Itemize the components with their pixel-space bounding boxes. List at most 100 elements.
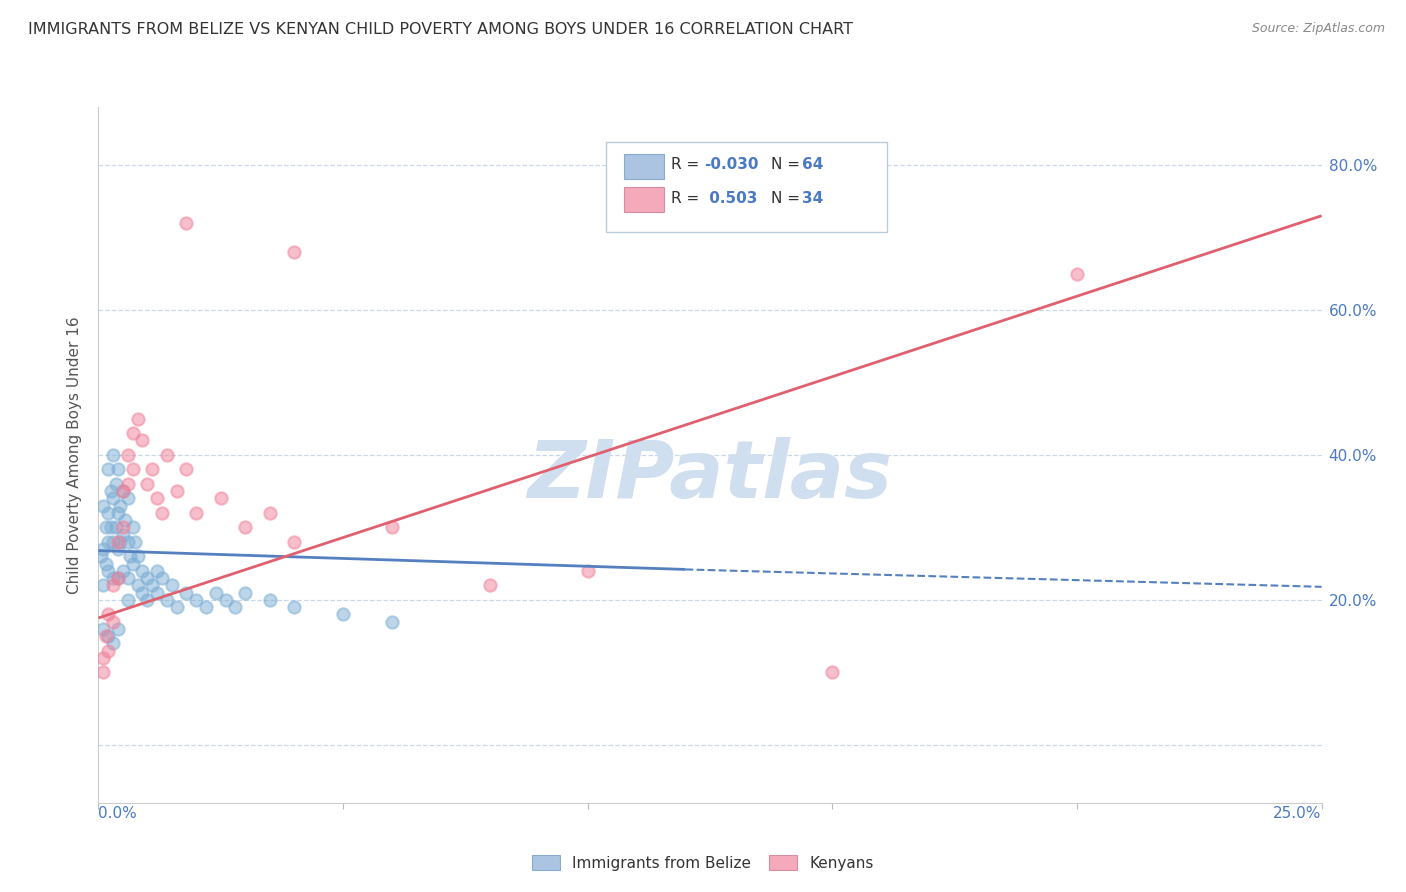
- Text: 0.503: 0.503: [704, 191, 758, 206]
- Point: [224, 600, 246, 615]
- Bar: [624, 187, 664, 212]
- Point: [91, 499, 114, 513]
- Point: [176, 462, 198, 476]
- Point: [117, 491, 139, 506]
- Legend: Immigrants from Belize, Kenyans: Immigrants from Belize, Kenyans: [527, 851, 879, 875]
- Text: 25.0%: 25.0%: [1274, 806, 1322, 822]
- Point: [127, 578, 149, 592]
- Bar: [624, 153, 664, 178]
- Point: [107, 542, 129, 557]
- Point: [104, 476, 127, 491]
- Point: [101, 448, 124, 462]
- Point: [100, 484, 122, 499]
- Point: [150, 506, 173, 520]
- Text: IMMIGRANTS FROM BELIZE VS KENYAN CHILD POVERTY AMONG BOYS UNDER 16 CORRELATION C: IMMIGRANTS FROM BELIZE VS KENYAN CHILD P…: [28, 22, 853, 37]
- Point: [121, 426, 143, 441]
- Point: [205, 585, 228, 599]
- Point: [146, 564, 169, 578]
- Y-axis label: Child Poverty Among Boys Under 16: Child Poverty Among Boys Under 16: [67, 316, 83, 594]
- Point: [136, 592, 159, 607]
- Point: [131, 585, 153, 599]
- Point: [186, 592, 208, 607]
- Point: [117, 571, 139, 585]
- Point: [146, 491, 169, 506]
- Text: N =: N =: [772, 191, 806, 206]
- Point: [97, 607, 120, 622]
- Point: [110, 499, 132, 513]
- Point: [283, 534, 305, 549]
- Point: [117, 592, 139, 607]
- Point: [121, 557, 143, 571]
- Point: [166, 484, 188, 499]
- Text: N =: N =: [772, 157, 806, 172]
- Point: [111, 527, 134, 541]
- Point: [101, 491, 124, 506]
- Point: [97, 564, 120, 578]
- Text: -0.030: -0.030: [704, 157, 758, 172]
- Point: [176, 216, 198, 230]
- Point: [94, 557, 117, 571]
- Point: [141, 462, 163, 476]
- Point: [101, 571, 124, 585]
- Point: [214, 592, 236, 607]
- Point: [209, 491, 232, 506]
- Point: [91, 578, 114, 592]
- Point: [131, 564, 153, 578]
- Point: [111, 484, 134, 499]
- Text: ZIPatlas: ZIPatlas: [527, 437, 893, 515]
- Point: [94, 629, 117, 643]
- Point: [101, 636, 124, 650]
- Point: [127, 411, 149, 425]
- Point: [111, 520, 134, 534]
- Point: [136, 476, 159, 491]
- Point: [156, 592, 179, 607]
- Point: [110, 534, 132, 549]
- Point: [97, 534, 120, 549]
- Point: [111, 484, 134, 499]
- Point: [111, 564, 134, 578]
- Point: [121, 462, 143, 476]
- Point: [117, 476, 139, 491]
- Point: [117, 448, 139, 462]
- Point: [120, 549, 142, 564]
- Point: [107, 571, 129, 585]
- Point: [141, 578, 163, 592]
- Point: [156, 448, 179, 462]
- Point: [233, 520, 256, 534]
- Point: [146, 585, 169, 599]
- Point: [259, 592, 281, 607]
- Point: [576, 564, 599, 578]
- Point: [90, 549, 112, 564]
- Point: [176, 585, 198, 599]
- Point: [186, 506, 208, 520]
- Point: [97, 506, 120, 520]
- Point: [821, 665, 844, 680]
- Text: Source: ZipAtlas.com: Source: ZipAtlas.com: [1251, 22, 1385, 36]
- Point: [97, 643, 120, 657]
- Point: [114, 513, 136, 527]
- Point: [91, 542, 114, 557]
- FancyBboxPatch shape: [606, 142, 887, 232]
- Point: [107, 622, 129, 636]
- Point: [97, 462, 120, 476]
- Text: R =: R =: [671, 157, 704, 172]
- Point: [283, 600, 305, 615]
- Point: [107, 506, 129, 520]
- Point: [283, 244, 305, 259]
- Point: [94, 520, 117, 534]
- Point: [121, 520, 143, 534]
- Point: [107, 462, 129, 476]
- Point: [91, 665, 114, 680]
- Point: [166, 600, 188, 615]
- Point: [124, 534, 146, 549]
- Text: 0.0%: 0.0%: [98, 806, 138, 822]
- Point: [233, 585, 256, 599]
- Point: [91, 622, 114, 636]
- Point: [104, 520, 127, 534]
- Point: [91, 651, 114, 665]
- Point: [101, 578, 124, 592]
- Point: [332, 607, 354, 622]
- Point: [381, 520, 404, 534]
- Point: [97, 629, 120, 643]
- Point: [107, 571, 129, 585]
